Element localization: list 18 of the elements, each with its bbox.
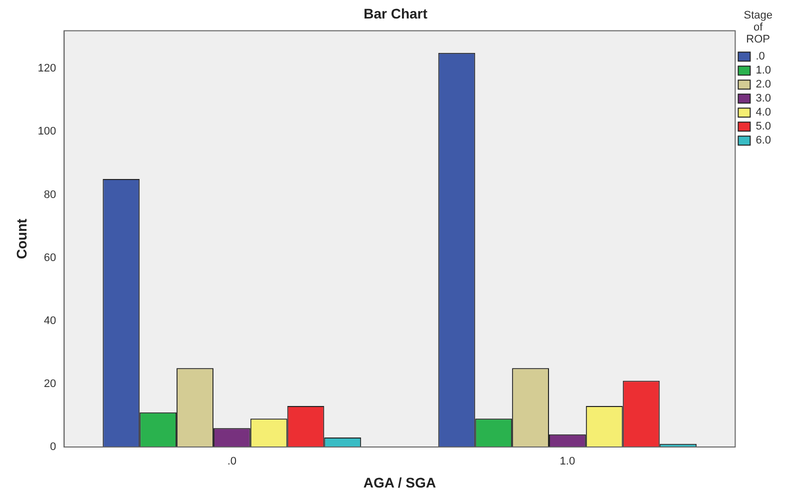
- legend-label: 4.0: [756, 106, 772, 119]
- legend-label: 2.0: [756, 78, 772, 91]
- legend-label: 3.0: [756, 92, 772, 105]
- y-tick-label: 80: [44, 188, 56, 201]
- y-tick-label: 100: [38, 126, 56, 138]
- y-tick-label: 20: [44, 378, 56, 390]
- y-tick-label: 40: [44, 314, 56, 327]
- chart-title: Bar Chart: [364, 5, 428, 22]
- legend-label: .0: [756, 50, 765, 63]
- x-axis-title: AGA / SGA: [363, 474, 436, 490]
- y-axis-title: Count: [13, 218, 30, 260]
- legend-title: Stage of ROP: [744, 10, 772, 46]
- y-tick-label: 60: [44, 252, 56, 264]
- legend-label: 6.0: [756, 134, 772, 147]
- y-tick-label: 120: [38, 62, 56, 75]
- y-tick-label: 0: [50, 441, 56, 454]
- legend-label: 1.0: [756, 64, 772, 77]
- legend-label: 5.0: [756, 120, 772, 133]
